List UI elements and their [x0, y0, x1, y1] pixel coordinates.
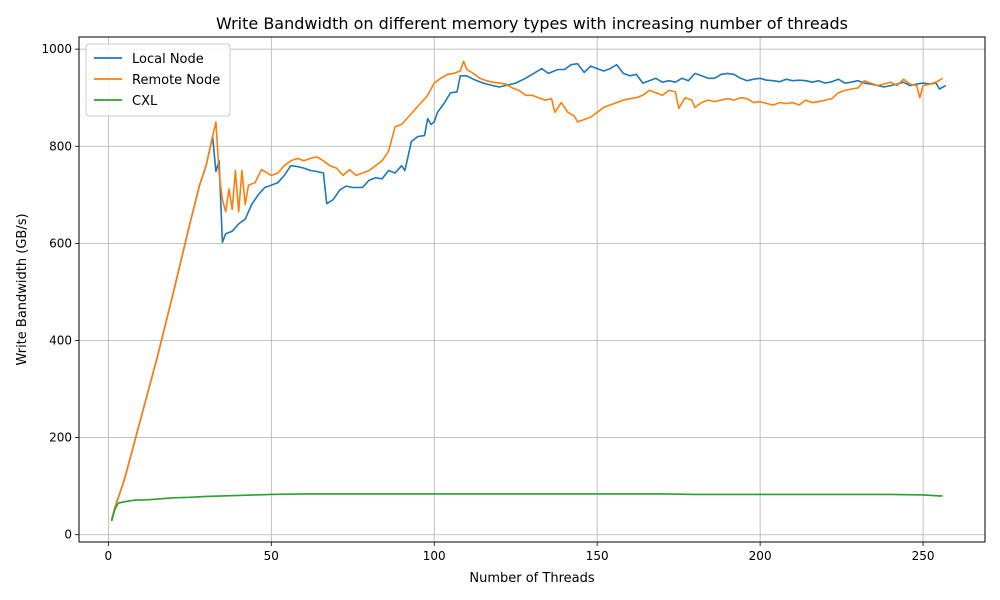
- legend-label: CXL: [132, 94, 158, 109]
- x-tick-label: 200: [749, 549, 772, 563]
- x-tick-label: 0: [105, 549, 113, 563]
- y-tick-label: 800: [49, 139, 72, 153]
- x-tick-label: 250: [912, 549, 935, 563]
- x-tick-label: 50: [264, 549, 279, 563]
- chart-title: Write Bandwidth on different memory type…: [216, 14, 848, 33]
- y-tick-label: 400: [49, 333, 72, 347]
- plot-frame: [78, 36, 986, 543]
- x-axis-title: Number of Threads: [469, 571, 594, 586]
- y-tick-label: 600: [49, 236, 72, 250]
- legend-label: Local Node: [132, 52, 204, 67]
- legend-box: [85, 43, 231, 117]
- y-tick-label: 1000: [41, 42, 72, 56]
- legend-label: Remote Node: [132, 73, 220, 88]
- series-line-cxl: [110, 493, 943, 522]
- x-tick-label: 100: [423, 549, 446, 563]
- y-tick-label: 200: [49, 431, 72, 445]
- series-line-local-node: [110, 62, 947, 521]
- legend: Local Node Remote Node CXL: [85, 43, 231, 117]
- series-line-remote-node: [110, 60, 944, 521]
- series-layer: [110, 60, 947, 522]
- y-axis-title: Write Bandwidth (GB/s): [15, 213, 30, 365]
- y-tick-label: 0: [64, 528, 72, 542]
- ticks: 0 50 100 150 200 250 0 200 400 600 800 1000: [41, 42, 934, 563]
- x-tick-label: 150: [586, 549, 609, 563]
